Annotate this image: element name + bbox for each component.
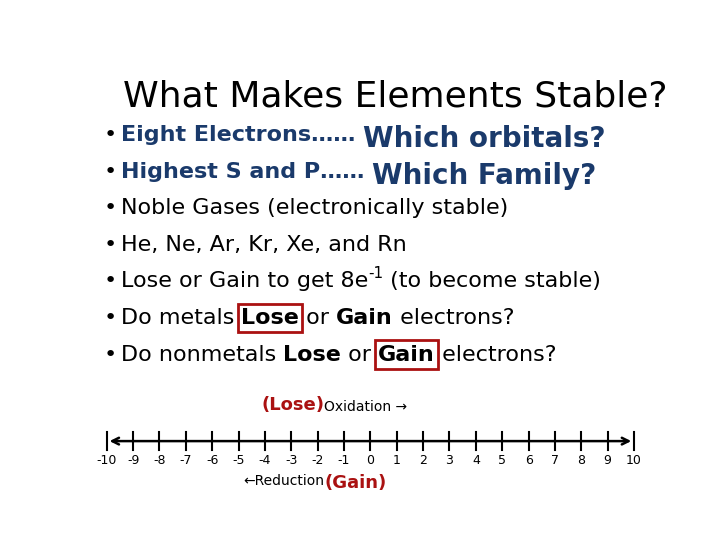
Text: electrons?: electrons?: [435, 345, 557, 364]
Text: -10: -10: [96, 454, 117, 467]
Text: -4: -4: [258, 454, 271, 467]
Text: 2: 2: [419, 454, 427, 467]
Text: •: •: [104, 161, 117, 181]
Text: -1: -1: [338, 454, 350, 467]
Text: 3: 3: [446, 454, 454, 467]
Text: or: or: [299, 308, 336, 328]
Text: Which orbitals?: Which orbitals?: [364, 125, 606, 153]
Text: He, Ne, Ar, Kr, Xe, and Rn: He, Ne, Ar, Kr, Xe, and Rn: [121, 235, 406, 255]
Text: -3: -3: [285, 454, 297, 467]
Text: -8: -8: [153, 454, 166, 467]
Text: Which Family?: Which Family?: [372, 161, 597, 190]
Text: -1: -1: [368, 266, 383, 281]
Text: Noble Gases (electronically stable): Noble Gases (electronically stable): [121, 198, 508, 218]
Text: 9: 9: [604, 454, 611, 467]
Text: Do nonmetals: Do nonmetals: [121, 345, 283, 364]
Text: •: •: [104, 308, 117, 328]
Text: 1: 1: [393, 454, 401, 467]
Text: -7: -7: [179, 454, 192, 467]
Text: Eight Electrons……: Eight Electrons……: [121, 125, 355, 145]
Text: What Makes Elements Stable?: What Makes Elements Stable?: [124, 79, 668, 113]
Text: -6: -6: [206, 454, 218, 467]
Text: Gain: Gain: [336, 308, 393, 328]
Text: ←Reduction: ←Reduction: [243, 474, 324, 488]
Text: -5: -5: [233, 454, 245, 467]
Text: -9: -9: [127, 454, 139, 467]
Text: 10: 10: [626, 454, 642, 467]
Text: Highest S and P……: Highest S and P……: [121, 161, 364, 181]
Text: 4: 4: [472, 454, 480, 467]
Text: •: •: [104, 345, 117, 364]
Text: or: or: [341, 345, 378, 364]
Text: 0: 0: [366, 454, 374, 467]
Text: •: •: [104, 235, 117, 255]
Text: -2: -2: [312, 454, 324, 467]
Text: Oxidation →: Oxidation →: [324, 400, 408, 414]
Text: 8: 8: [577, 454, 585, 467]
Text: •: •: [104, 125, 117, 145]
Text: (Lose): (Lose): [261, 396, 324, 414]
Text: 5: 5: [498, 454, 506, 467]
Text: Lose or Gain to get 8e: Lose or Gain to get 8e: [121, 272, 368, 292]
Text: (Gain): (Gain): [324, 474, 387, 492]
Text: Lose: Lose: [241, 308, 299, 328]
Text: •: •: [104, 272, 117, 292]
Text: Do metals: Do metals: [121, 308, 241, 328]
Text: electrons?: electrons?: [393, 308, 515, 328]
Text: 6: 6: [525, 454, 533, 467]
Text: 7: 7: [551, 454, 559, 467]
Text: (to become stable): (to become stable): [383, 272, 601, 292]
Text: •: •: [104, 198, 117, 218]
Text: Lose: Lose: [283, 345, 341, 364]
Text: Gain: Gain: [378, 345, 435, 364]
